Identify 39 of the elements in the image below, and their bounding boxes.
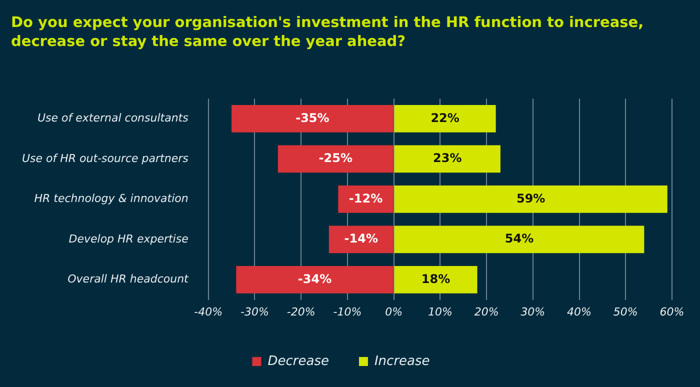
y-tick-label: Develop HR expertise (68, 232, 189, 246)
data-label: -25% (318, 151, 352, 166)
bar (232, 105, 394, 132)
bar (394, 186, 668, 213)
data-label: -34% (298, 272, 332, 286)
bar (394, 105, 496, 132)
data-label: 59% (516, 191, 546, 206)
bar (394, 266, 478, 294)
data-label: -35% (296, 110, 330, 125)
y-tick-label: Use of HR out-source partners (22, 152, 189, 165)
x-tick-label: 60% (660, 305, 684, 318)
x-tick-label: 50% (613, 305, 638, 318)
legend-label: Increase (374, 354, 430, 369)
x-tick-label: -30% (240, 305, 269, 318)
bar (236, 266, 394, 294)
x-tick-label: -10% (333, 305, 362, 318)
data-label: -14% (344, 232, 378, 246)
bar (394, 226, 644, 254)
bar (278, 145, 394, 173)
chart-title: Do you expect your organisation's investment in the HR function to increase, decrease or stay the same over the year ahead? (11, 14, 645, 52)
x-tick-label: -40% (194, 305, 223, 318)
data-label: 18% (421, 272, 450, 286)
y-tick-label: Overall HR headcount (68, 272, 190, 286)
bar (338, 186, 394, 213)
data-label: 23% (433, 151, 462, 166)
x-tick-label: -20% (286, 305, 316, 318)
legend-label: Decrease (268, 354, 329, 369)
x-tick-label: 40% (567, 305, 592, 318)
x-tick-label: 10% (428, 305, 452, 318)
x-tick-label: 0% (385, 305, 403, 318)
bar (328, 226, 394, 254)
x-tick-label: 30% (520, 305, 546, 318)
y-tick-label: HR technology & innovation (34, 192, 188, 206)
data-label: 22% (430, 110, 460, 125)
data-label: 54% (504, 232, 534, 246)
x-tick-label: 20% (474, 305, 499, 318)
y-tick-label: Use of external consultants (37, 112, 189, 125)
data-label: -12% (348, 191, 383, 206)
bar (394, 145, 500, 173)
